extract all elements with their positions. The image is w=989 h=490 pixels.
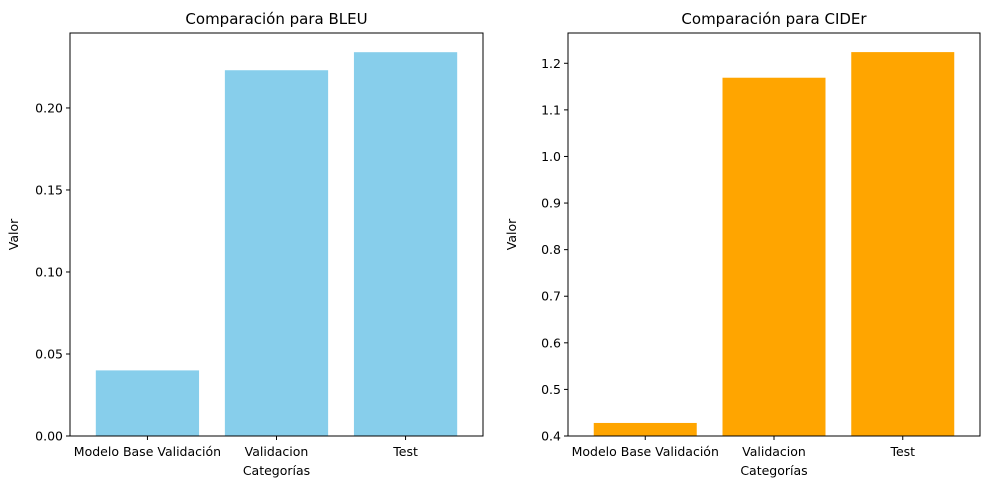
cider-chart: Modelo Base Validación Validacion Test 0.4 0… bbox=[504, 10, 981, 478]
cider-y-tick-label-8: 1.1 bbox=[541, 102, 561, 117]
cider-y-tick-label-6: 0.9 bbox=[541, 196, 561, 211]
bleu-bar-1 bbox=[95, 370, 200, 436]
cider-bar-2 bbox=[722, 77, 826, 436]
cider-y-tick-label-9: 1.2 bbox=[541, 56, 561, 71]
cider-y-axis-label: Valor bbox=[504, 218, 519, 250]
cider-x-tick-label-2: Validacion bbox=[742, 444, 806, 459]
bleu-bar-2 bbox=[224, 70, 329, 437]
bleu-chart-title: Comparación para BLEU bbox=[185, 10, 367, 28]
bleu-y-tick-label-5: 0.20 bbox=[35, 100, 63, 115]
bleu-x-tick-label-1: Modelo Base Validación bbox=[74, 444, 221, 459]
cider-chart-title: Comparación para CIDEr bbox=[681, 10, 867, 28]
cider-x-tick-label-1: Modelo Base Validación bbox=[572, 444, 719, 459]
bleu-bar-3 bbox=[353, 52, 458, 436]
cider-x-tick-label-3: Test bbox=[889, 444, 915, 459]
bleu-x-tick-label-3: Test bbox=[392, 444, 418, 459]
bleu-y-axis-label: Valor bbox=[6, 218, 21, 250]
bleu-x-axis-label: Categorías bbox=[243, 463, 310, 478]
bleu-y-tick-label-2: 0.05 bbox=[35, 346, 63, 361]
cider-y-tick-label-2: 0.5 bbox=[541, 382, 561, 397]
bleu-y-tick-label-1: 0.00 bbox=[35, 429, 63, 444]
bleu-x-tick-label-2: Validacion bbox=[245, 444, 309, 459]
cider-y-tick-label-4: 0.7 bbox=[541, 289, 561, 304]
cider-y-tick-label-5: 0.8 bbox=[541, 242, 561, 257]
cider-bar-3 bbox=[851, 52, 955, 436]
cider-y-tick-label-7: 1.0 bbox=[541, 149, 561, 164]
cider-x-axis-label: Categorías bbox=[740, 463, 807, 478]
bleu-y-tick-label-3: 0.10 bbox=[35, 264, 63, 279]
cider-y-tick-label-1: 0.4 bbox=[541, 429, 561, 444]
cider-bar-1 bbox=[593, 422, 697, 436]
bleu-y-tick-label-4: 0.15 bbox=[35, 182, 63, 197]
cider-y-tick-label-3: 0.6 bbox=[541, 335, 561, 350]
bleu-chart: Modelo Base Validación Validacion Test 0.00… bbox=[6, 10, 484, 478]
